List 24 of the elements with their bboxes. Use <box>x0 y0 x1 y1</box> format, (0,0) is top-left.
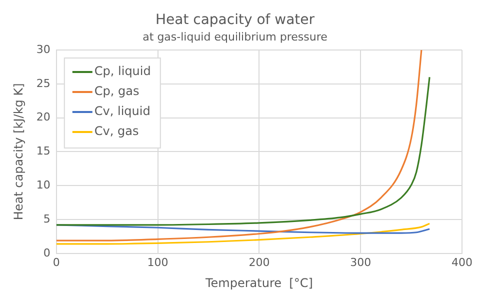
y-tick-label: 10 <box>36 178 50 192</box>
y-axis-title: Heat capacity [kJ/kg K] <box>11 83 26 220</box>
chart-subtitle: at gas-liquid equilibrium pressure <box>142 30 328 44</box>
y-tick-label: 30 <box>36 42 50 56</box>
y-tick-label: 0 <box>43 246 50 260</box>
x-tick-label: 200 <box>248 256 270 269</box>
chart-title: Heat capacity of water <box>155 12 315 28</box>
x-axis-title: Temperature [°C] <box>204 276 313 290</box>
x-tick-label: 0 <box>52 256 60 269</box>
line-series <box>56 222 430 245</box>
y-tick-label: 20 <box>36 110 50 124</box>
y-tick-label: 25 <box>36 76 50 90</box>
legend-label: Cp, gas <box>94 84 140 98</box>
line-series <box>56 224 430 234</box>
legend-label: Cp, liquid <box>94 64 151 78</box>
legend-label: Cv, gas <box>94 124 139 138</box>
x-tick-label: 100 <box>147 256 168 269</box>
x-tick-label: 300 <box>350 256 372 269</box>
y-tick-label: 5 <box>43 212 50 226</box>
y-tick-label: 15 <box>36 144 50 158</box>
legend-label: Cv, liquid <box>94 104 150 118</box>
line-series <box>56 50 422 242</box>
line-series <box>56 76 430 226</box>
x-tick-label: 400 <box>452 256 472 269</box>
